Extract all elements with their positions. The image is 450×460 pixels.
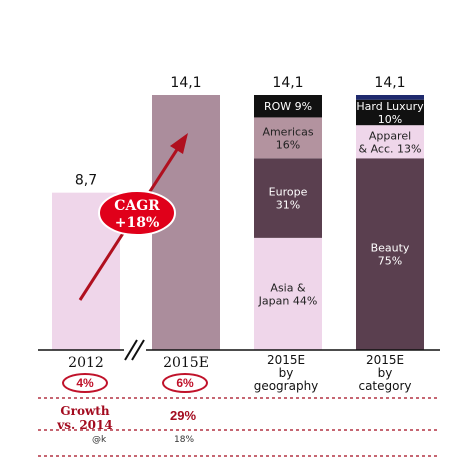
cagr-badge: [98, 190, 176, 236]
total-label-2: 14,1: [272, 75, 303, 91]
cat-segment-2: [356, 99, 424, 126]
cat-segment-label-1: Apparel & Acc. 13%: [359, 129, 422, 155]
geo-segment-0: [254, 237, 322, 350]
x-label-2015e: 2015E: [163, 355, 209, 371]
x-label-category: 2015E by category: [358, 353, 412, 393]
axis-break-mark-2: [131, 339, 145, 361]
growth-label-line2: vs. 2014: [57, 418, 113, 432]
cat-segment-0: [356, 158, 424, 350]
axis-break-mark-1: [124, 339, 138, 361]
cat-segment-label-2: Hard Luxury 10%: [356, 100, 424, 126]
geo-segment-label-1: Europe 31%: [269, 186, 308, 212]
growth-value: 29%: [170, 408, 197, 423]
total-label-0: 8,7: [75, 173, 97, 189]
x-label-geography: 2015E by geography: [253, 353, 319, 393]
growth-label: Growth vs. 2014: [56, 404, 114, 432]
growth-label-line1: Growth: [60, 404, 110, 418]
geo-segment-3: [254, 95, 322, 118]
geo-segment-label-0: Asia & Japan 44%: [258, 281, 318, 307]
cat-segment-3: [356, 95, 424, 100]
total-label-3: 14,1: [374, 75, 405, 91]
geo-segment-2: [254, 117, 322, 159]
geo-segment-label-2: Americas 16%: [262, 125, 313, 151]
cat-segment-1: [356, 125, 424, 159]
note-left: @k: [92, 435, 107, 445]
cat-segment-label-0: Beauty 75%: [371, 242, 410, 268]
geo-segment-label-3: ROW 9%: [264, 100, 312, 113]
growth-oval-2015e: 6%: [162, 373, 208, 393]
cagr-label-line1: CAGR: [114, 198, 160, 214]
geo-segment-1: [254, 158, 322, 238]
x-label-2012: 2012: [68, 355, 104, 371]
growth-oval-2012: 4%: [62, 373, 108, 393]
cagr-arrow-head: [170, 133, 188, 154]
note-value: 18%: [174, 435, 195, 445]
cagr-label-line2: +18%: [115, 215, 160, 231]
total-label-1: 14,1: [170, 75, 201, 91]
